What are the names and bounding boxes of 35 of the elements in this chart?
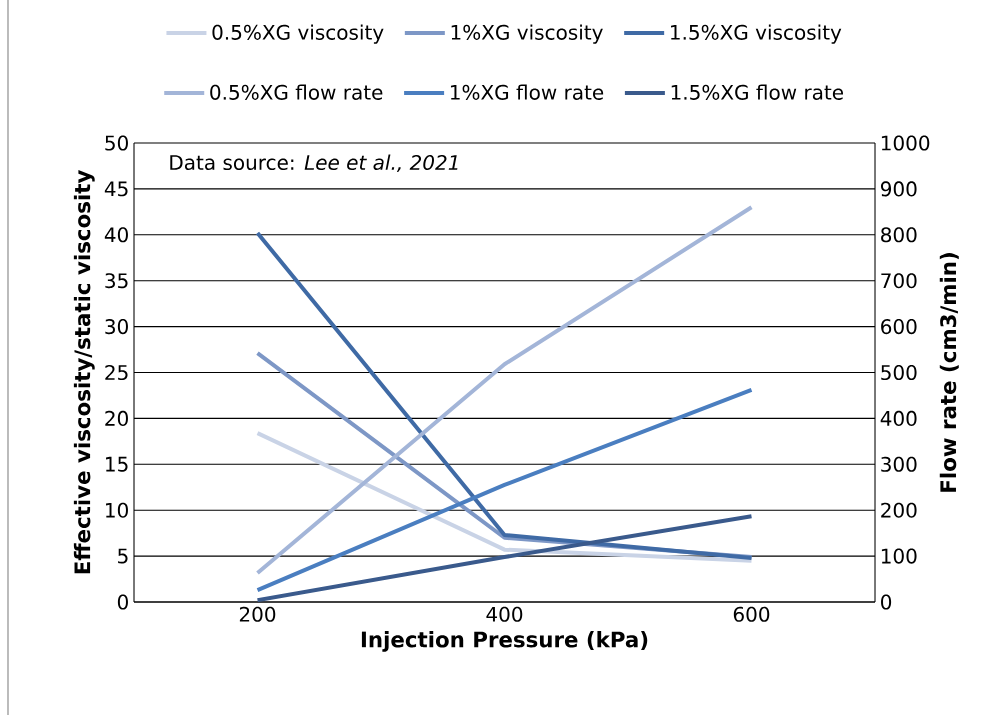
x-axis-title: Injection Pressure (kPa) <box>361 630 648 652</box>
legend-label: 1.5%XG flow rate <box>671 84 844 100</box>
y2-tick-label: 200 <box>881 502 917 518</box>
legend-label: 1%XG flow rate <box>450 84 604 100</box>
y2-tick-label: 600 <box>881 319 917 335</box>
y-tick-label: 30 <box>105 319 128 335</box>
y-tick-label: 45 <box>104 181 128 197</box>
y2-tick-label: 800 <box>881 227 917 243</box>
legend-label: 0.5%XG flow rate <box>210 84 383 100</box>
y2-tick-label: 100 <box>881 548 917 564</box>
y-tick-label: 10 <box>106 502 128 518</box>
y-tick-label: 0 <box>117 594 128 610</box>
y-tick-label: 20 <box>105 410 128 426</box>
y-tick-label: 25 <box>105 364 128 381</box>
x-tick-label: 400 <box>486 606 523 622</box>
y-tick-label: 50 <box>105 135 128 151</box>
annotation: Data source: Lee et al., 2021 <box>170 154 458 173</box>
y-axis-title: Effective viscosity/static viscosity <box>73 170 95 574</box>
y-tick-label: 40 <box>104 227 128 243</box>
y2-tick-label: 400 <box>880 410 917 426</box>
legend-label: 1%XG viscosity <box>451 24 603 44</box>
y2-tick-label: 1000 <box>881 135 930 151</box>
x-tick-label: 200 <box>239 606 276 622</box>
y2-tick-label: 0 <box>881 594 892 610</box>
y-tick-label: 15 <box>106 456 128 472</box>
legend-label: 0.5%XG viscosity <box>212 24 384 44</box>
y2-tick-label: 900 <box>880 181 917 197</box>
y-tick-label: 35 <box>105 273 128 289</box>
legend-label: 1.5%XG viscosity <box>671 24 842 44</box>
y2-axis-title: Flow rate (cm3/min) <box>939 253 959 492</box>
y2-tick-label: 500 <box>881 364 917 381</box>
y-tick-label: 5 <box>118 548 128 564</box>
y2-tick-label: 700 <box>881 273 917 289</box>
y2-tick-label: 300 <box>881 456 917 472</box>
x-tick-label: 600 <box>733 606 770 622</box>
